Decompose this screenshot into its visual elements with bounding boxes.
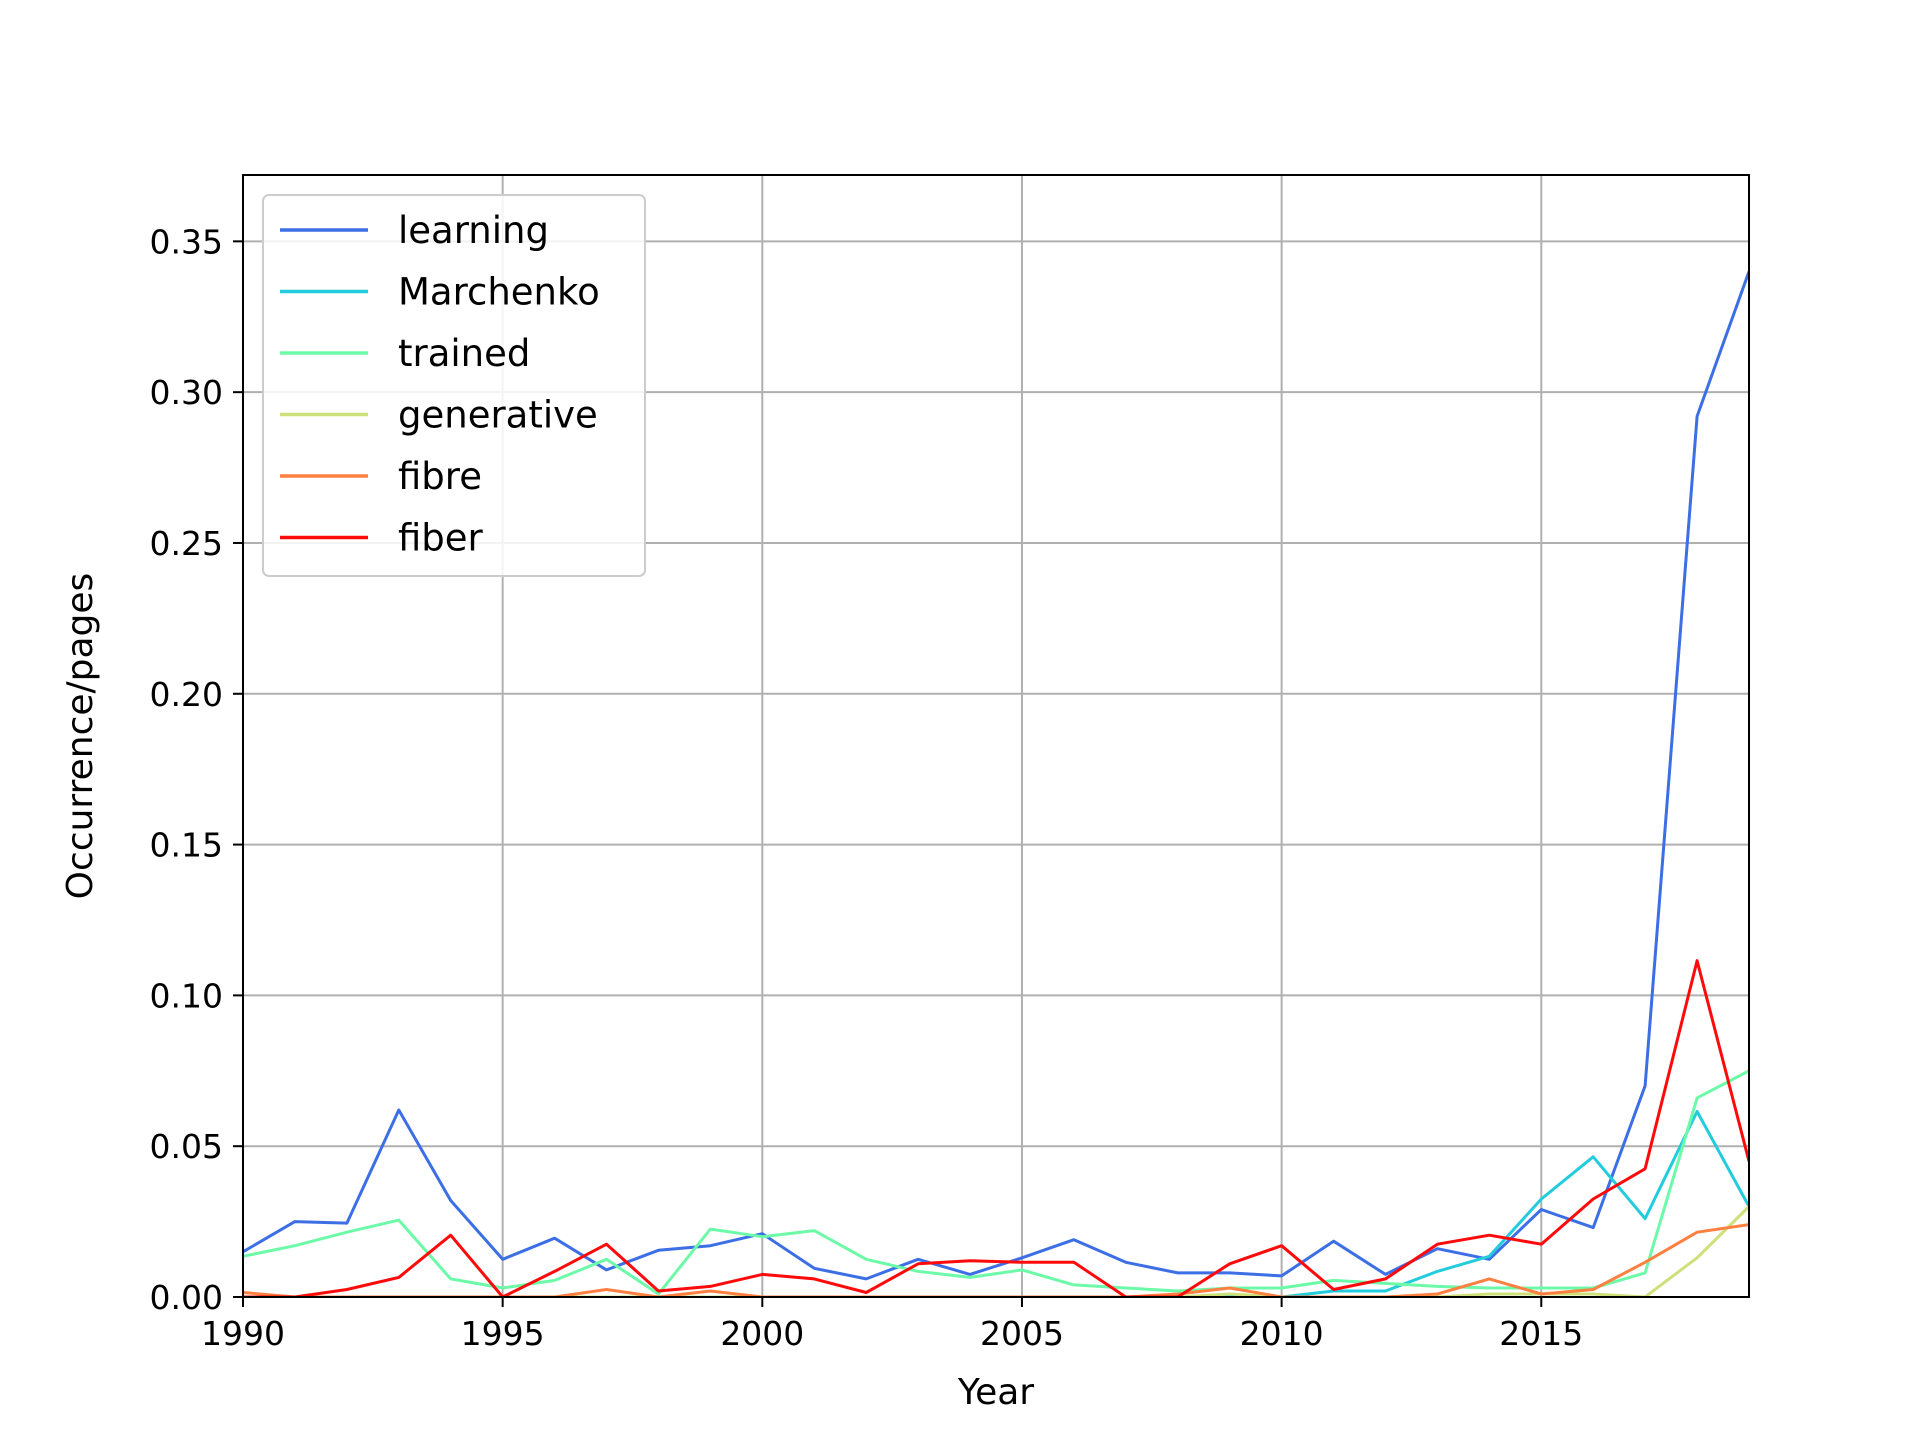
y-tick-label: 0.05 (150, 1127, 223, 1166)
x-tick-label: 1990 (201, 1314, 285, 1353)
series-line-learning (243, 270, 1749, 1281)
y-tick-label: 0.30 (150, 373, 223, 412)
axis-ticks: 1990 1995 2000 2005 2010 2015 0.00 0.05 0.10 0.15… (150, 222, 1584, 1353)
legend-label: fiber (398, 517, 484, 560)
plot-frame (242, 174, 1750, 1298)
x-axis-label: Year (957, 1372, 1034, 1413)
x-tick-label: 2005 (980, 1314, 1064, 1353)
x-tick-label: 2000 (720, 1314, 804, 1353)
y-tick-label: 0.25 (150, 524, 223, 563)
legend-label: fibre (398, 455, 482, 498)
y-axis-label: Occurrence/pages (60, 573, 101, 900)
series-line-fibre (243, 1223, 1749, 1297)
y-tick-label: 0.20 (150, 675, 223, 714)
x-tick-label: 2015 (1499, 1314, 1583, 1353)
legend: learning Marchenko trained generative fibre f… (262, 194, 646, 577)
legend-label: learning (398, 209, 549, 252)
y-tick-label: 0.35 (150, 222, 223, 261)
x-tick-label: 2010 (1240, 1314, 1324, 1353)
y-tick-label: 0.10 (150, 976, 223, 1015)
series-lines (243, 270, 1749, 1297)
legend-label: generative (398, 394, 598, 437)
y-tick-label: 0.00 (150, 1278, 223, 1317)
series-line-generative (243, 1205, 1749, 1297)
legend-label: Marchenko (398, 271, 600, 314)
series-line-marchenko (243, 1110, 1749, 1297)
legend-label: trained (398, 332, 530, 375)
x-tick-label: 1995 (461, 1314, 545, 1353)
y-tick-label: 0.15 (150, 826, 223, 865)
series-line-fiber (243, 959, 1749, 1297)
